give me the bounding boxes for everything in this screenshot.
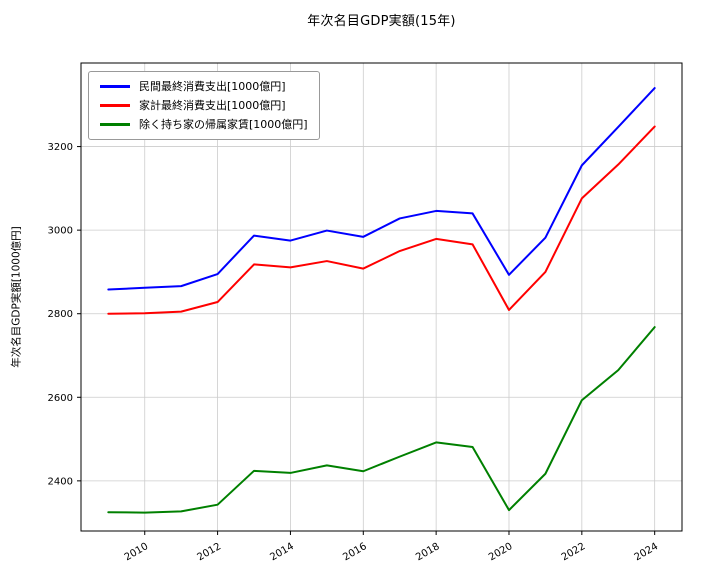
series-line-0 [107, 87, 656, 291]
legend-item: 家計最終消費支出[1000億円] [100, 100, 308, 111]
x-tick-label: 2020 [487, 541, 515, 563]
legend: 民間最終消費支出[1000億円] 家計最終消費支出[1000億円] 除く持ち家の… [88, 71, 320, 140]
legend-label: 民間最終消費支出[1000億円] [139, 80, 286, 93]
legend-line-swatch [100, 85, 130, 88]
axes-frame [80, 62, 683, 532]
x-tick-label: 2016 [341, 541, 369, 563]
legend-item: 除く持ち家の帰属家賃[1000億円] [100, 119, 308, 130]
x-tick-label: 2018 [414, 541, 442, 563]
x-tick-label: 2024 [633, 541, 661, 563]
x-tick-label: 2022 [560, 541, 588, 563]
y-tick-label: 2600 [48, 393, 73, 404]
y-tick-label: 3000 [48, 226, 73, 237]
legend-item: 民間最終消費支出[1000億円] [100, 81, 308, 92]
legend-label: 除く持ち家の帰属家賃[1000億円] [139, 118, 308, 131]
x-tick-label: 2014 [268, 541, 296, 563]
y-tick-label: 2800 [48, 309, 73, 320]
y-tick-label: 2400 [48, 476, 73, 487]
x-tick-label: 2012 [196, 541, 224, 563]
y-tick-label: 3200 [48, 142, 73, 153]
x-tick-label: 2010 [123, 541, 151, 563]
series-line-2 [107, 326, 656, 514]
legend-line-swatch [100, 123, 130, 126]
chart-title: 年次名目GDP実額(15年) [307, 14, 456, 29]
legend-label: 家計最終消費支出[1000億円] [139, 99, 286, 112]
series-line-1 [107, 125, 656, 315]
legend-line-swatch [100, 104, 130, 107]
